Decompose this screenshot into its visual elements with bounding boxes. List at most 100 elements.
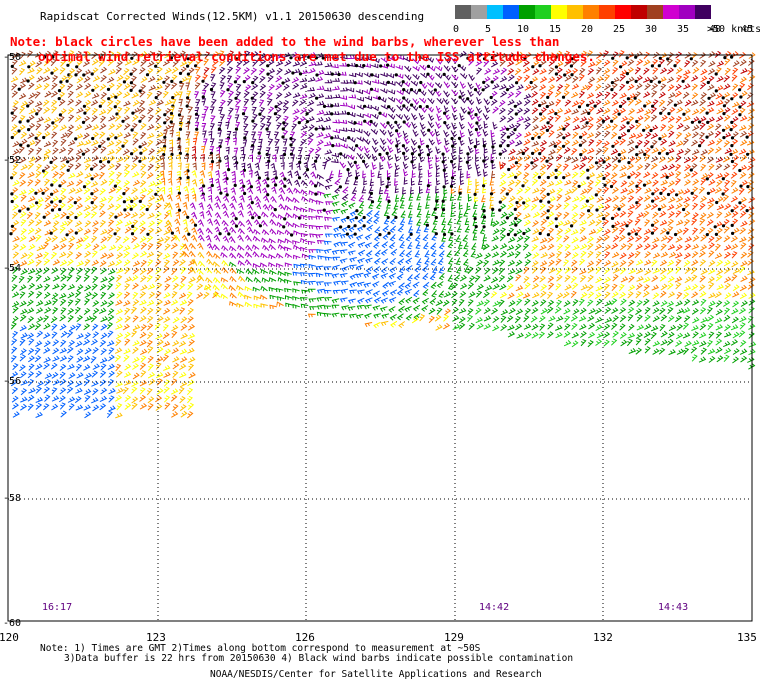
wind-barb	[331, 298, 340, 304]
legend-swatch	[599, 5, 615, 19]
wind-barb	[492, 83, 500, 90]
wind-barb	[123, 251, 130, 259]
wind-barb	[275, 252, 284, 259]
wind-barb	[115, 90, 123, 98]
wind-barb	[43, 242, 49, 250]
wind-barb	[431, 265, 438, 274]
wind-barb	[99, 307, 107, 314]
wind-barb	[160, 170, 165, 179]
wind-barb	[723, 114, 731, 122]
wind-barb	[429, 297, 437, 305]
wind-barb	[459, 291, 467, 298]
quality-flag-dot	[731, 231, 735, 235]
wind-barb	[587, 164, 595, 171]
wind-barb	[124, 163, 131, 171]
wind-barb	[91, 139, 99, 146]
wind-barb	[554, 306, 562, 314]
wind-barb	[148, 76, 156, 83]
wind-barb	[67, 292, 75, 299]
wind-barb	[44, 378, 52, 387]
wind-barb	[114, 162, 122, 171]
quality-flag-dot	[170, 231, 174, 235]
wind-barb	[194, 122, 200, 130]
wind-barb	[19, 172, 26, 180]
wind-barb	[611, 155, 619, 163]
wind-barb	[580, 138, 587, 146]
wind-barb	[587, 274, 594, 283]
wind-barb	[555, 283, 562, 291]
wind-barb	[515, 203, 522, 210]
wind-barb	[147, 227, 155, 235]
wind-barb	[348, 146, 356, 152]
wind-barb	[227, 66, 234, 74]
wind-barb	[220, 293, 228, 299]
wind-barb	[259, 107, 266, 115]
wind-barb	[539, 187, 547, 195]
wind-barb	[293, 205, 302, 211]
wind-barb	[459, 113, 465, 121]
wind-barb	[274, 146, 280, 155]
wind-barb	[284, 229, 292, 236]
wind-barb	[404, 306, 412, 313]
wind-barb	[276, 229, 285, 235]
wind-barb	[331, 273, 340, 279]
wind-barb	[699, 307, 707, 315]
wind-barb	[140, 355, 147, 363]
wind-barb	[82, 132, 90, 140]
wind-barb	[228, 50, 235, 58]
wind-barb	[19, 314, 27, 322]
wind-barb	[236, 284, 244, 291]
wind-barb	[177, 162, 182, 170]
wind-barb	[59, 314, 67, 322]
wind-barb	[483, 307, 491, 315]
wind-barb	[707, 306, 713, 315]
wind-barb	[515, 259, 523, 267]
wind-barb	[171, 324, 179, 332]
wind-barb	[283, 115, 289, 124]
wind-barb	[67, 58, 74, 66]
wind-barb	[258, 138, 263, 147]
wind-barb	[389, 234, 396, 242]
wind-barb	[115, 323, 123, 330]
wind-barb	[628, 284, 636, 292]
quality-flag-dot	[73, 201, 77, 205]
wind-barb	[213, 252, 221, 259]
wind-barb	[530, 76, 539, 83]
legend-swatch	[631, 5, 647, 19]
wind-barb	[59, 402, 66, 410]
wind-barb	[524, 307, 532, 316]
wind-barb	[706, 131, 715, 138]
quality-flag-dot	[610, 81, 615, 85]
wind-barb	[83, 139, 92, 146]
wind-barb	[84, 195, 92, 203]
wind-barb	[659, 219, 668, 226]
wind-barb	[691, 218, 698, 226]
wind-barb	[257, 145, 262, 154]
wind-barb	[422, 272, 429, 281]
wind-barb	[68, 242, 75, 251]
wind-barb	[68, 114, 75, 122]
wind-barb	[356, 281, 365, 287]
wind-barb	[163, 292, 171, 299]
quality-flag-dot	[82, 73, 86, 77]
wind-barb	[131, 386, 138, 394]
wind-barb	[555, 170, 563, 178]
wind-barb	[500, 67, 508, 75]
wind-barb	[627, 59, 635, 67]
wind-barb	[194, 114, 200, 123]
wind-barb	[174, 226, 181, 235]
wind-barb	[691, 186, 699, 194]
wind-barb	[36, 197, 44, 204]
wind-barb	[238, 275, 246, 283]
wind-barb	[20, 219, 27, 227]
wind-barb	[84, 242, 92, 250]
wind-barb	[491, 235, 499, 242]
quality-flag-dot	[185, 104, 189, 108]
wind-barb	[28, 387, 36, 394]
quality-flag-dot	[353, 160, 357, 164]
wind-barb	[730, 148, 739, 155]
wind-barb	[162, 341, 171, 348]
wind-barb	[531, 107, 539, 115]
wind-barb	[35, 187, 44, 194]
wind-barb	[192, 193, 197, 202]
